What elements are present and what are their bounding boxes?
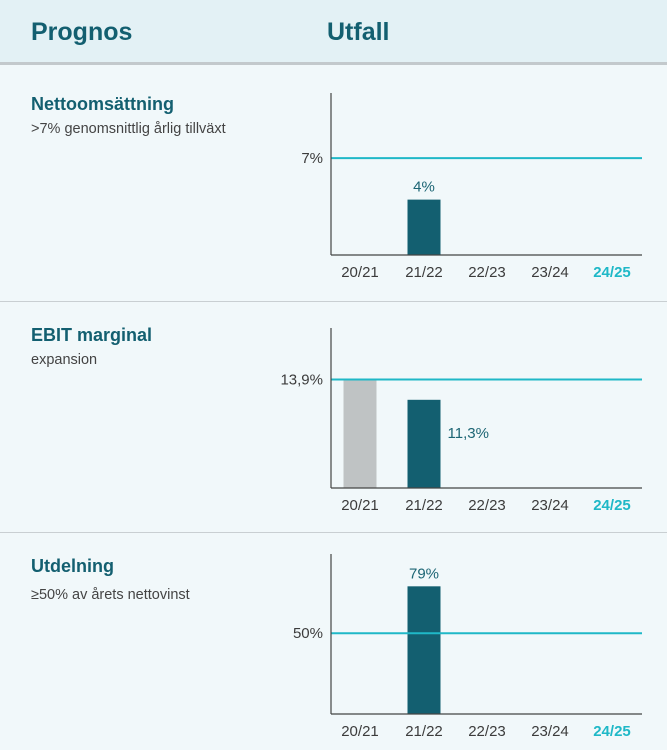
- bar-21-22: [407, 586, 441, 714]
- header: Prognos Utfall: [0, 0, 667, 65]
- tick-label: 24/25: [593, 497, 631, 514]
- prognos-title: Prognos: [31, 18, 133, 46]
- reference-label: 7%: [301, 150, 323, 167]
- chart-nettoomsattning: 4% 7% 20/21 21/22 22/23 23/24 24/25: [301, 93, 642, 281]
- tick-label: 20/21: [341, 264, 379, 281]
- tick-label: 22/23: [468, 264, 506, 281]
- chart-ebit-marginal: 11,3% 13,9% 20/21 21/22 22/23 23/24 24/25: [280, 328, 642, 514]
- section-desc-nettoomsattning: >7% genomsnittlig årlig tillväxt: [31, 121, 226, 137]
- section-title-ebit: EBIT marginal: [31, 325, 153, 345]
- bar-20-21: [343, 379, 377, 488]
- chart-utdelning: 79% 50% 20/21 21/22 22/23 23/24 24/25: [293, 554, 642, 740]
- tick-label: 24/25: [593, 264, 631, 281]
- data-label: 79%: [409, 565, 439, 582]
- section-title-nettoomsattning: Nettoomsättning: [31, 94, 174, 114]
- tick-label: 24/25: [593, 723, 631, 740]
- section-desc-utdelning: ≥50% av årets nettovinst: [31, 587, 190, 603]
- tick-label: 20/21: [341, 497, 379, 514]
- tick-label: 22/23: [468, 497, 506, 514]
- utfall-title: Utfall: [327, 18, 390, 46]
- tick-label: 21/22: [405, 264, 443, 281]
- tick-label: 21/22: [405, 723, 443, 740]
- tick-label: 22/23: [468, 723, 506, 740]
- tick-label: 21/22: [405, 497, 443, 514]
- reference-label: 50%: [293, 625, 323, 642]
- bar-21-22: [407, 399, 441, 488]
- section-desc-ebit: expansion: [31, 352, 98, 368]
- tick-label: 23/24: [531, 723, 569, 740]
- data-label: 11,3%: [448, 425, 489, 442]
- tick-label: 23/24: [531, 497, 569, 514]
- bar-21-22: [407, 199, 441, 255]
- tick-label: 20/21: [341, 723, 379, 740]
- tick-label: 23/24: [531, 264, 569, 281]
- data-label: 4%: [413, 179, 435, 196]
- section-divider: [0, 301, 667, 302]
- section-title-utdelning: Utdelning: [31, 556, 114, 576]
- section-divider: [0, 532, 667, 533]
- reference-label: 13,9%: [280, 372, 323, 389]
